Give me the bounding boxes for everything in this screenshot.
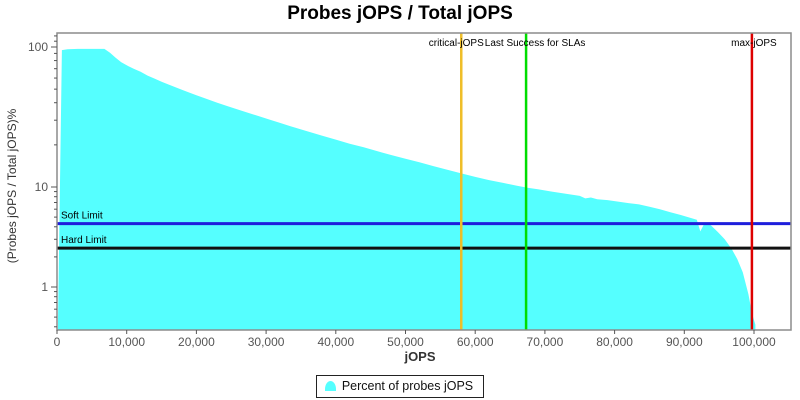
x-tick-label: 80,000 — [596, 335, 633, 349]
plot-border — [56, 32, 792, 331]
x-tick-label: 90,000 — [666, 335, 703, 349]
h-marker-label-0: Soft Limit — [61, 211, 103, 222]
x-axis-title: jOPS — [404, 349, 436, 364]
y-tick-label: 1 — [41, 280, 48, 294]
y-tick-label: 10 — [35, 180, 49, 194]
x-tick-label: 0 — [54, 335, 61, 349]
y-tick-label: 100 — [28, 40, 48, 54]
legend-box: Percent of probes jOPS — [315, 374, 485, 398]
x-tick-label: 30,000 — [248, 335, 285, 349]
legend: Percent of probes jOPS — [0, 374, 800, 398]
x-tick-label: 70,000 — [527, 335, 564, 349]
h-marker-label-1: Hard Limit — [61, 235, 107, 246]
x-tick-label: 10,000 — [108, 335, 145, 349]
legend-label: Percent of probes jOPS — [341, 378, 474, 393]
v-marker-label-1: Last Success for SLAs — [485, 38, 586, 49]
area-series — [58, 48, 756, 331]
area-series-swatch-icon — [324, 380, 336, 391]
v-marker-label-0: critical-jOPS — [429, 38, 484, 49]
x-tick-label: 60,000 — [457, 335, 494, 349]
chart-title: Probes jOPS / Total jOPS — [287, 3, 513, 24]
v-marker-label-2: max-jOPS — [731, 38, 777, 49]
x-tick-label: 50,000 — [387, 335, 424, 349]
x-tick-label: 100,000 — [732, 335, 776, 349]
x-tick-label: 40,000 — [317, 335, 354, 349]
x-tick-label: 20,000 — [178, 335, 215, 349]
